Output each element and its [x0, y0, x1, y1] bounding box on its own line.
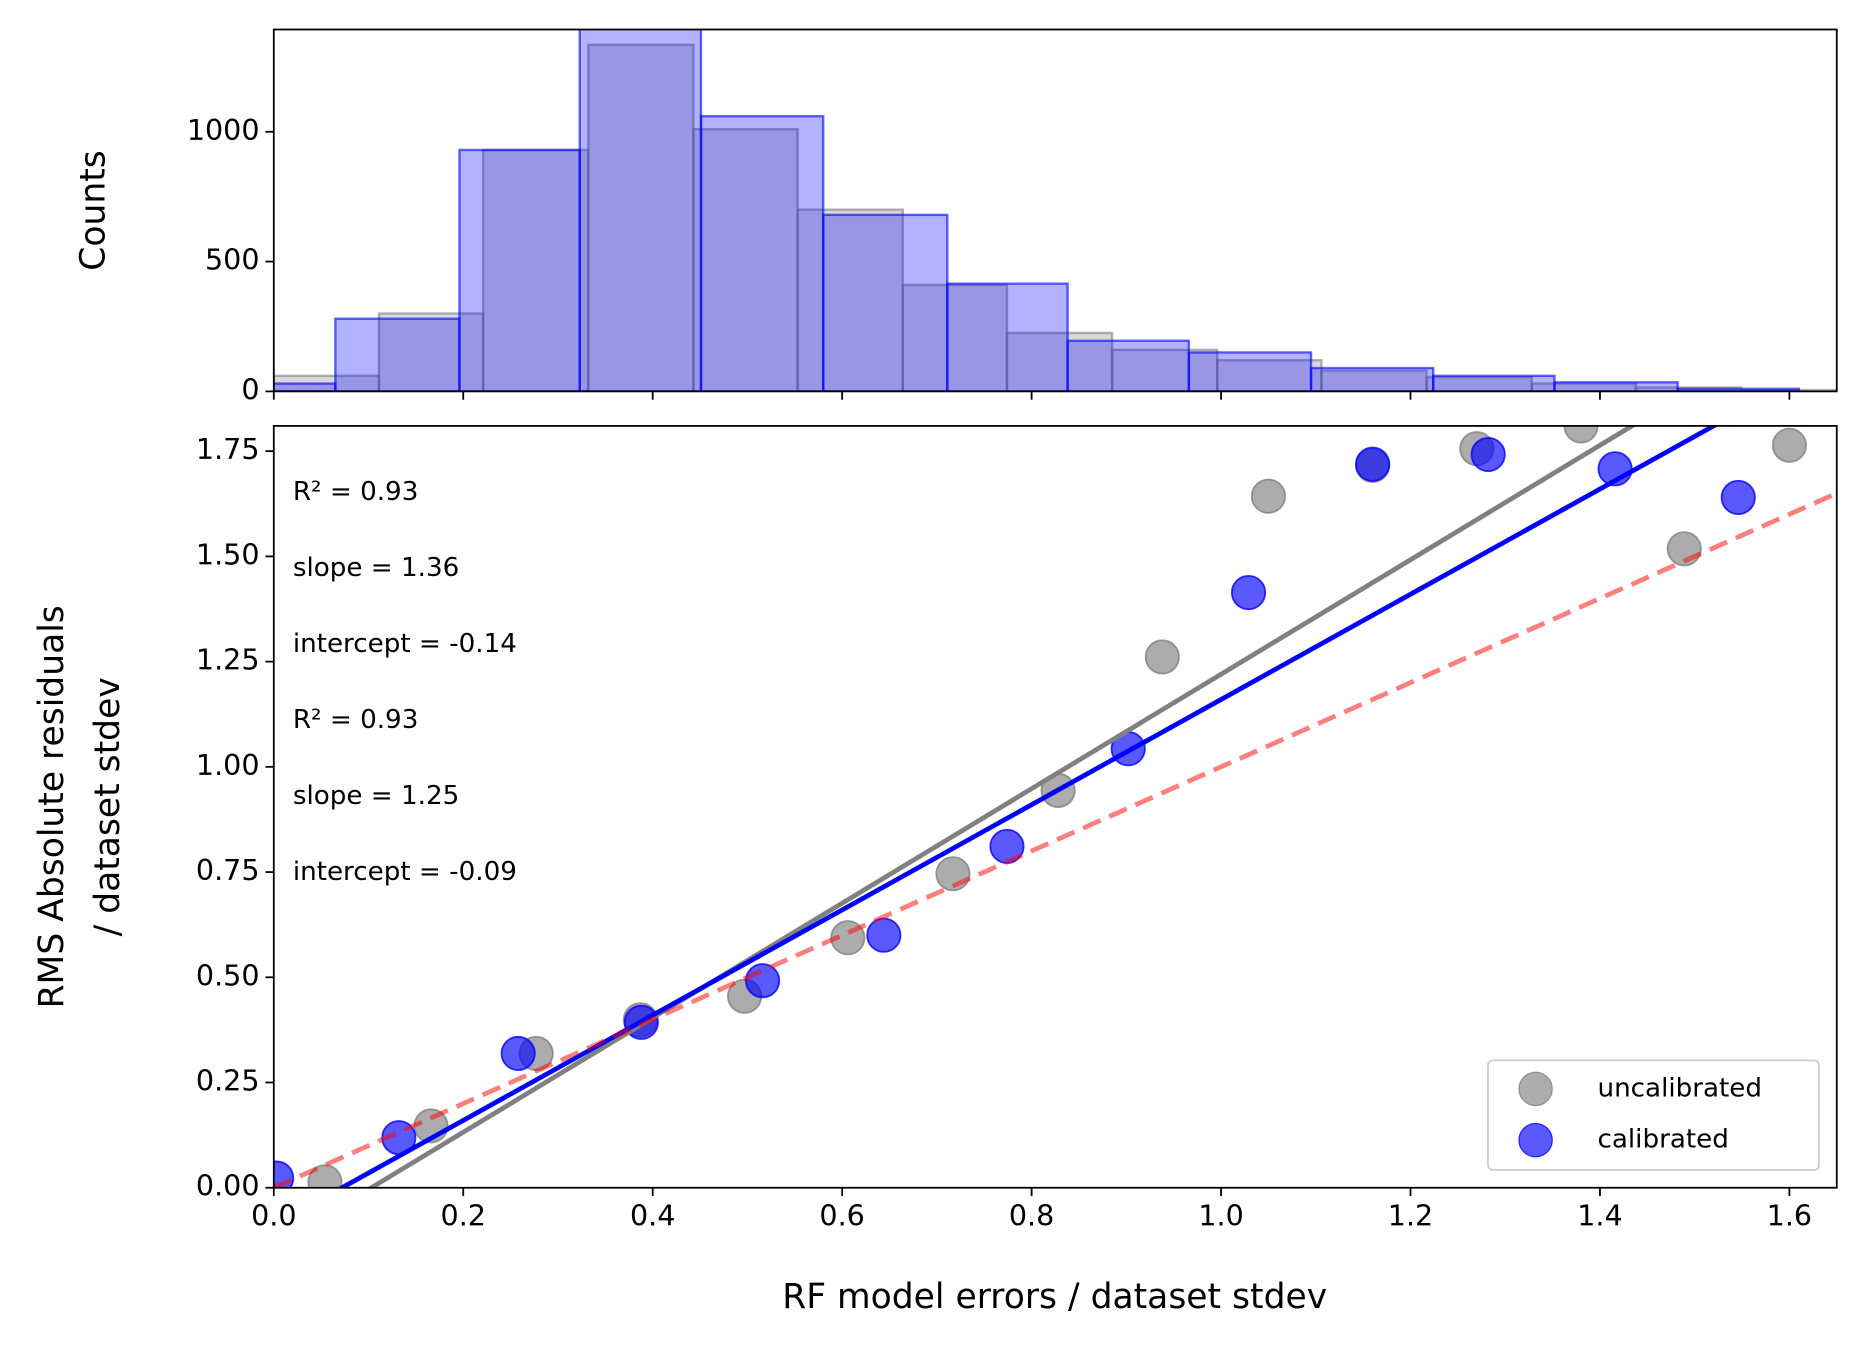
y-tick-label: 1.50 [196, 537, 260, 571]
annotation: R² = 0.93 [293, 705, 419, 735]
histogram-area [273, 29, 1837, 392]
axes-frame [272, 28, 1838, 393]
y-tick-label: 0.00 [196, 1169, 260, 1203]
histogram-bar [1110, 348, 1219, 392]
histogram-bar [1309, 366, 1435, 392]
y-tick-label: 1.25 [196, 643, 260, 677]
legend-label: uncalibrated [1597, 1073, 1762, 1103]
histogram-bar [334, 317, 461, 392]
legend-marker [1518, 1071, 1553, 1107]
x-tick-label: 1.0 [1198, 1199, 1243, 1233]
histogram-bar [699, 115, 825, 392]
histogram-bar [822, 213, 949, 392]
annotation: intercept = -0.09 [293, 857, 517, 887]
x-tick-label: 0.6 [819, 1199, 864, 1233]
scatter-point [1470, 436, 1506, 473]
y-axis-label: Counts [74, 150, 114, 270]
histogram-bar [1432, 374, 1556, 392]
histogram-bar [1553, 381, 1679, 392]
y-tick-label: 0.75 [196, 853, 260, 887]
y-axis-label: / dataset stdev [88, 677, 128, 936]
scatter-point [500, 1035, 536, 1072]
axes-frame [272, 425, 1838, 1189]
x-tick-label: 0.8 [1009, 1199, 1054, 1233]
annotation: R² = 0.93 [293, 477, 419, 507]
x-tick-label: 1.6 [1767, 1199, 1812, 1233]
scatter-point [1771, 427, 1807, 463]
x-tick-label: 1.2 [1388, 1199, 1433, 1233]
histogram-bar [946, 282, 1069, 392]
histogram-bar [796, 208, 904, 392]
scatter-point [745, 963, 781, 999]
y-axis-label: RMS Absolute residuals [32, 605, 72, 1008]
scatter-point [1230, 575, 1267, 611]
scatter-area [273, 425, 1837, 1188]
histogram-bar [1005, 331, 1114, 392]
legend-box [1487, 1059, 1820, 1171]
x-tick-label: 0.0 [251, 1199, 296, 1233]
x-tick-label: 0.4 [630, 1199, 675, 1233]
y-tick-label: 0.25 [196, 1064, 260, 1098]
y-tick-label: 500 [205, 243, 260, 277]
legend-label: calibrated [1597, 1125, 1728, 1155]
x-tick-label: 1.4 [1577, 1199, 1622, 1233]
histogram-bar [578, 29, 703, 392]
histogram-bar [1066, 339, 1191, 392]
annotation: slope = 1.36 [293, 553, 459, 583]
y-tick-label: 0 [241, 372, 259, 406]
axes-decor: 0 500 1000 0.00 0.25 0.50 0.75 1.00 1.25 1.50 1.75… [187, 28, 1838, 1233]
scatter-point [1144, 639, 1180, 675]
scatter-point [1250, 478, 1286, 514]
histogram-bar [458, 148, 581, 392]
histogram-bar [901, 283, 1009, 392]
y-tick-label: 1000 [187, 113, 260, 147]
annotation: intercept = -0.14 [293, 629, 517, 659]
scatter-point [1563, 425, 1599, 444]
legend-marker [1518, 1122, 1553, 1158]
x-axis-label: RF model errors / dataset stdev [782, 1277, 1327, 1317]
scatter-point [1355, 446, 1391, 482]
fit-line [337, 425, 1719, 1188]
y-tick-label: 1.75 [196, 432, 260, 466]
histogram-bar [1187, 351, 1313, 392]
fit-line [366, 425, 1637, 1188]
scatter-point [866, 917, 902, 953]
x-tick-label: 0.2 [441, 1199, 486, 1233]
scatter-point [1720, 479, 1756, 516]
annotation: slope = 1.25 [293, 781, 459, 811]
y-tick-label: 0.50 [196, 958, 260, 992]
y-tick-label: 1.00 [196, 748, 260, 782]
